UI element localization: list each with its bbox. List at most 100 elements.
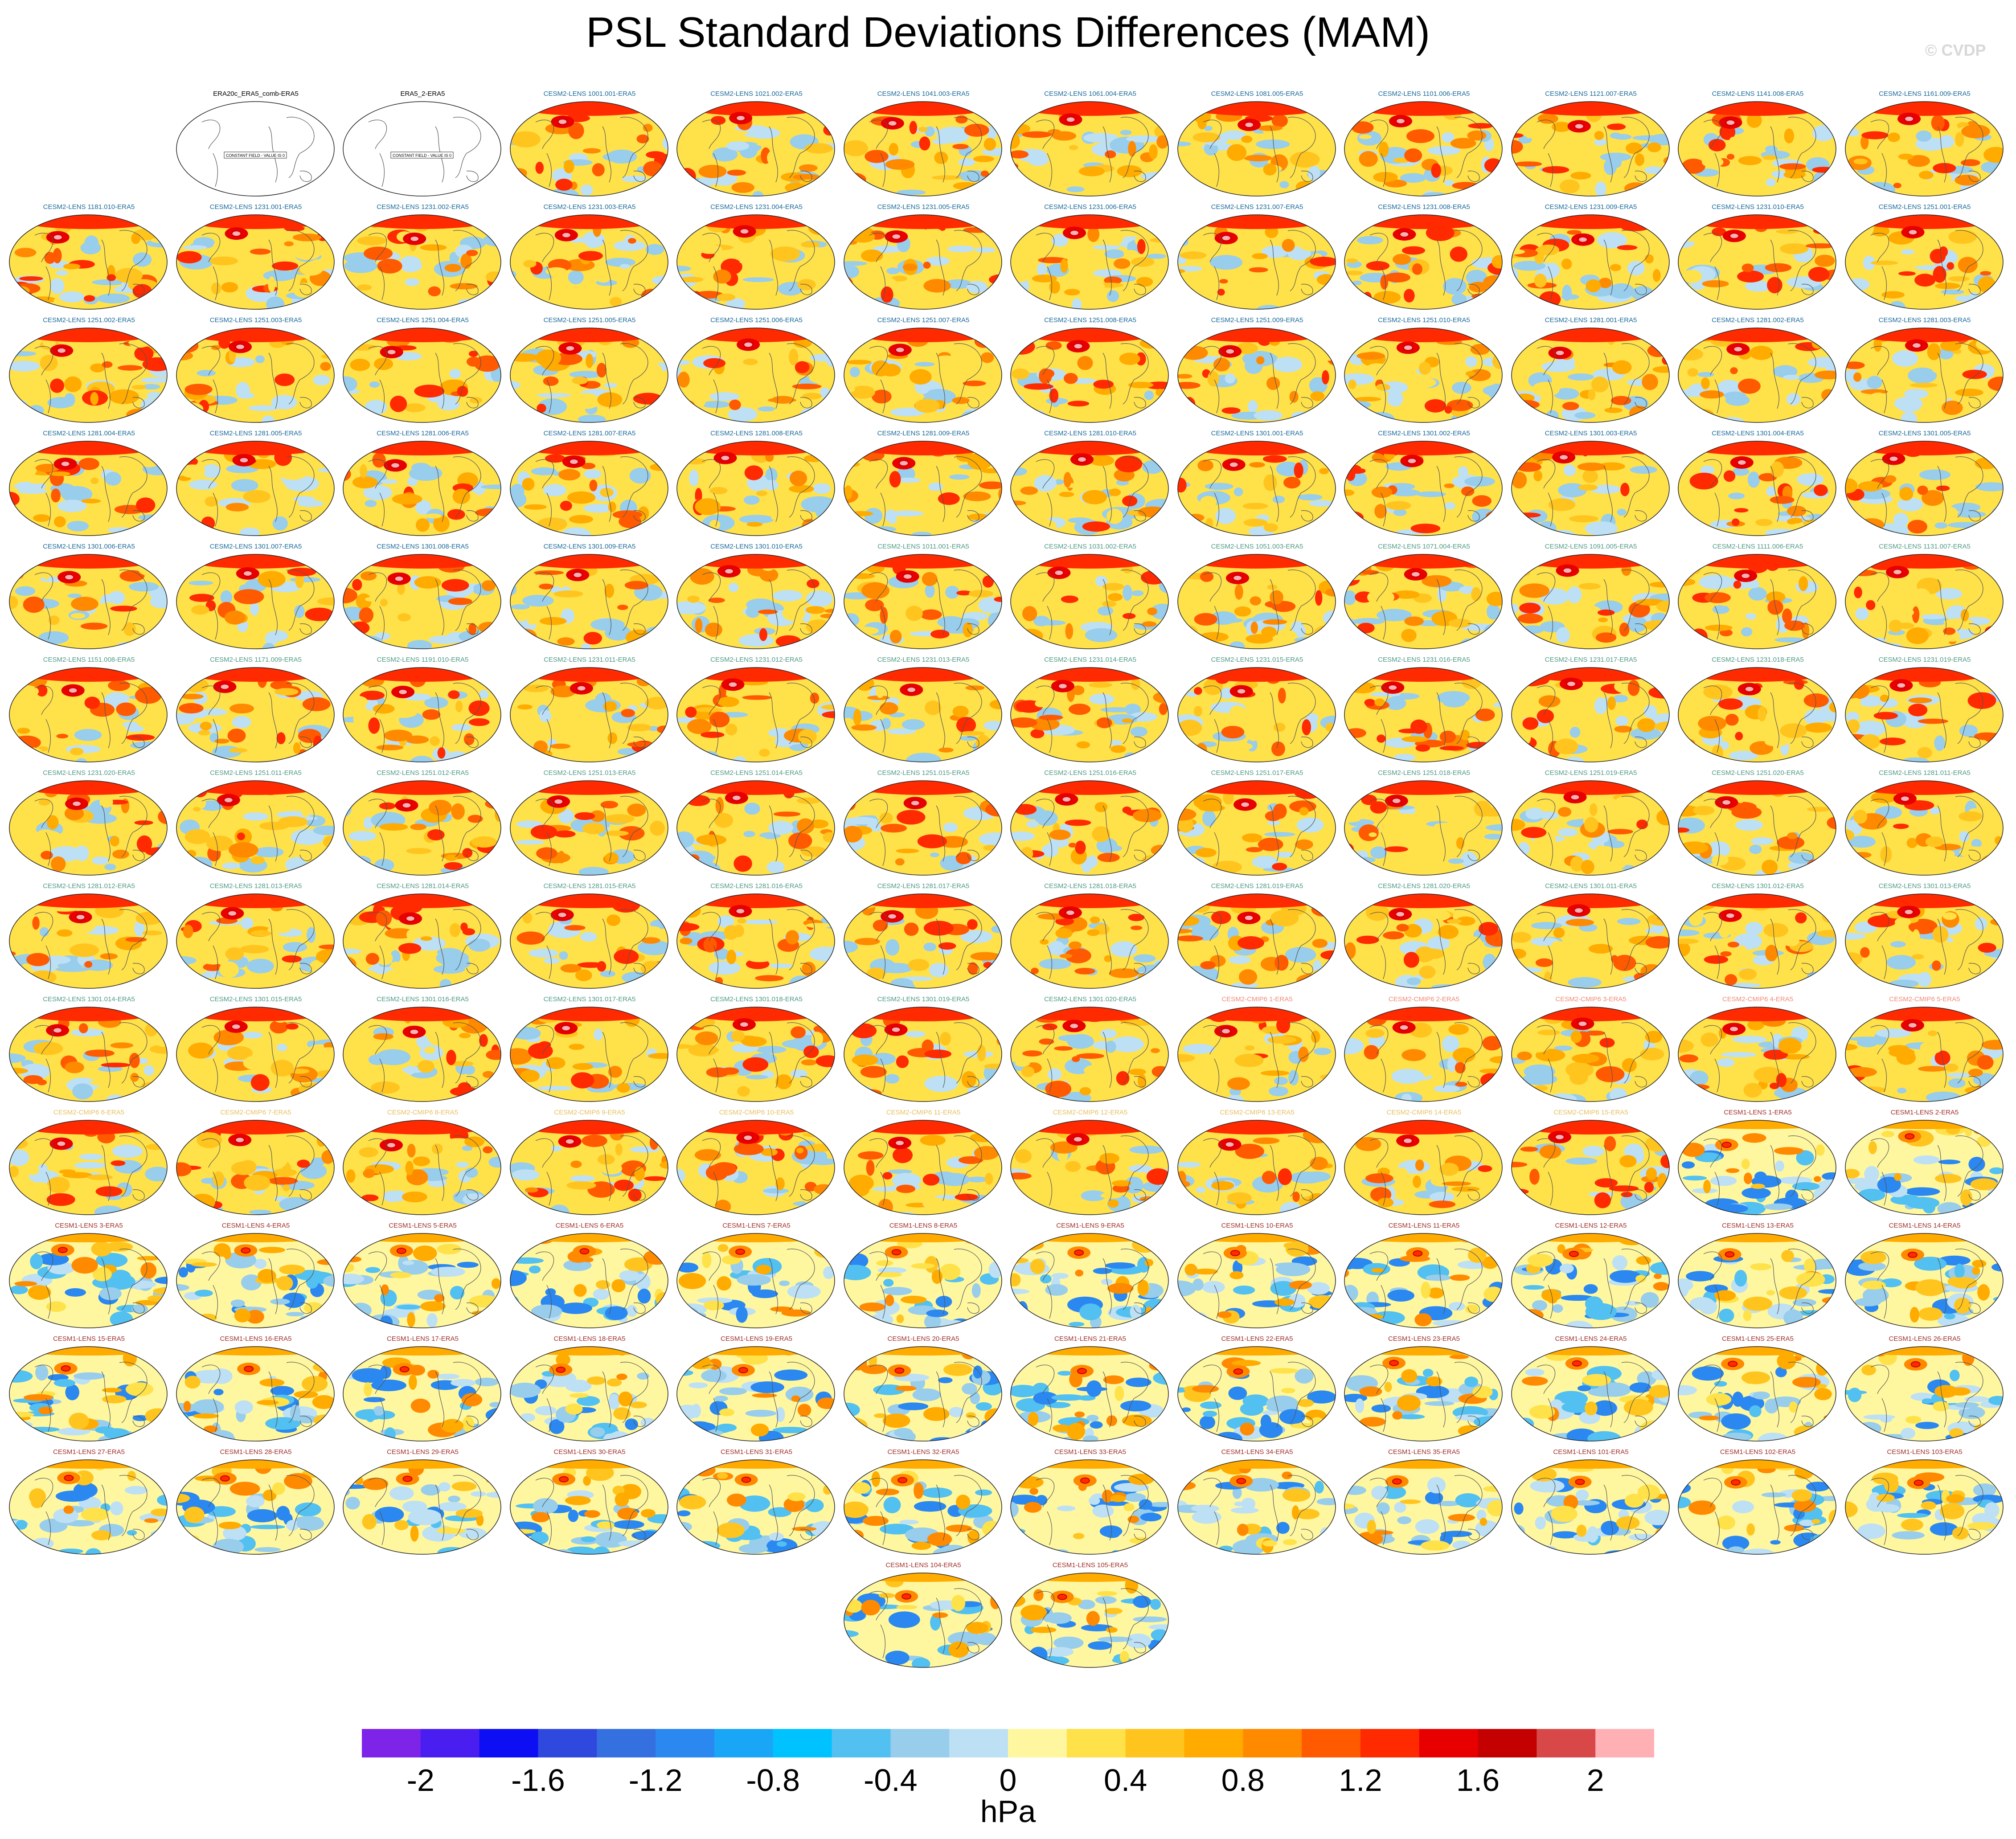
map-panel: CESM2-LENS 1281.011-ERA5 [1841,769,2008,881]
map-panel: CESM2-LENS 1281.014-ERA5 [339,882,506,994]
map-panel: CESM1-LENS 32-ERA5 [840,1448,1007,1560]
map-panel: CESM2-LENS 1281.012-ERA5 [5,882,172,994]
panel-title: CESM2-LENS 1301.012-ERA5 [1712,882,1804,890]
map-panel: CESM2-LENS 1301.013-ERA5 [1841,882,2008,994]
panel-title: CESM2-CMIP6 9-ERA5 [554,1109,625,1116]
map-panel: CESM2-LENS 1231.001-ERA5 [172,203,340,315]
panel-title: CESM2-LENS 1101.006-ERA5 [1378,90,1470,98]
map-panel: CESM1-LENS 104-ERA5 [840,1561,1007,1673]
panel-title: CESM2-LENS 1061.004-ERA5 [1044,90,1136,98]
globe-map [676,667,835,762]
globe-map [1511,1007,1670,1102]
panel-title: CESM2-LENS 1281.003-ERA5 [1878,316,1971,324]
map-panel: CESM2-LENS 1061.004-ERA5 [1007,90,1174,201]
globe-map [843,893,1002,989]
colorbar-swatch [1478,1729,1537,1757]
map-panel: CESM2-LENS 1021.002-ERA5 [673,90,840,201]
panel-title: CESM1-LENS 26-ERA5 [1889,1335,1961,1343]
panel-title: CESM2-LENS 1281.008-ERA5 [710,430,803,437]
panel-title: CESM2-LENS 1301.014-ERA5 [43,995,135,1003]
map-panel: CESM2-LENS 1181.010-ERA5 [5,203,172,315]
map-panel: CESM1-LENS 28-ERA5 [172,1448,340,1560]
panel-title: CESM2-LENS 1281.015-ERA5 [543,882,636,890]
panel-title: CESM2-LENS 1281.020-ERA5 [1378,882,1470,890]
map-panel: CESM1-LENS 16-ERA5 [172,1335,340,1446]
panel-title: CESM2-LENS 1021.002-ERA5 [710,90,803,98]
panel-title: CESM2-LENS 1281.001-ERA5 [1545,316,1637,324]
panel-title: CESM2-LENS 1131.007-ERA5 [1879,543,1971,550]
globe-map [509,780,668,876]
panel-title: CESM2-CMIP6 11-ERA5 [886,1109,961,1116]
panel-title: CESM1-LENS 34-ERA5 [1221,1448,1293,1456]
globe-map [1344,554,1503,649]
panel-title: CESM1-LENS 9-ERA5 [1056,1222,1124,1229]
globe-map [1844,893,2004,989]
panel-title: CESM2-LENS 1231.001-ERA5 [209,203,302,211]
globe-map [1844,441,2004,536]
map-panel: CESM2-LENS 1301.017-ERA5 [506,995,673,1107]
globe-map [343,893,501,989]
map-panel: CESM1-LENS 10-ERA5 [1174,1222,1341,1333]
panel-title: CESM2-LENS 1281.018-ERA5 [1044,882,1136,890]
panel-title: CESM1-LENS 10-ERA5 [1221,1222,1293,1229]
globe-map [1344,893,1503,989]
colorbar-tick-label: -0.4 [864,1763,918,1798]
globe-map [9,214,168,310]
map-panel: CESM1-LENS 18-ERA5 [506,1335,673,1446]
globe-map [843,328,1002,423]
panel-title: CESM2-LENS 1251.020-ERA5 [1712,769,1804,777]
map-panel: CESM2-LENS 1121.007-ERA5 [1508,90,1675,201]
panel-title: CESM2-LENS 1251.008-ERA5 [1044,316,1136,324]
globe-map [509,1459,668,1555]
map-panel: CESM1-LENS 35-ERA5 [1340,1448,1508,1560]
map-panel: CESM1-LENS 7-ERA5 [673,1222,840,1333]
panel-title: CESM2-LENS 1281.009-ERA5 [877,430,970,437]
globe-map [676,893,835,989]
map-panel: CESM2-LENS 1131.007-ERA5 [1841,543,2008,654]
map-panel: CESM2-LENS 1281.007-ERA5 [506,430,673,541]
globe-map [176,554,335,649]
globe-map [1344,1346,1503,1442]
map-panel: CESM1-LENS 2-ERA5 [1841,1109,2008,1220]
panel-title: CESM2-LENS 1281.002-ERA5 [1712,316,1804,324]
globe-map [1678,780,1836,876]
map-panel: CESM1-LENS 21-ERA5 [1007,1335,1174,1446]
globe-map [343,1007,501,1102]
map-panel: CESM2-LENS 1301.002-ERA5 [1340,430,1508,541]
panel-title: CESM2-CMIP6 1-ERA5 [1221,995,1293,1003]
map-panel: CESM2-LENS 1281.001-ERA5 [1508,316,1675,428]
map-panel: CESM2-LENS 1251.005-ERA5 [506,316,673,428]
colorbar-swatch [1595,1729,1654,1757]
panel-title: CESM2-LENS 1301.002-ERA5 [1378,430,1470,437]
globe-map [676,780,835,876]
globe-map [1010,780,1169,876]
panel-title: CESM2-LENS 1251.019-ERA5 [1545,769,1637,777]
panel-title: CESM2-LENS 1231.019-ERA5 [1878,656,1971,664]
panel-title: CESM2-LENS 1231.013-ERA5 [877,656,970,664]
globe-map [1844,554,2004,649]
globe-map [1844,214,2004,310]
globe-map [843,1007,1002,1102]
globe-map [1511,328,1670,423]
panel-title: CESM2-LENS 1301.020-ERA5 [1044,995,1136,1003]
globe-map [1678,1346,1836,1442]
panel-title: CESM2-LENS 1251.004-ERA5 [377,316,469,324]
map-panel: CESM2-LENS 1231.002-ERA5 [339,203,506,315]
globe-map [176,214,335,310]
globe-map [1678,1459,1836,1555]
panel-grid: ERA20c_ERA5_comb-ERA5 CONSTANT FIELD - VA… [5,90,2008,1673]
panel-title: CESM1-LENS 35-ERA5 [1388,1448,1460,1456]
colorbar-swatch [832,1729,891,1757]
panel-title: CESM2-LENS 1281.005-ERA5 [209,430,302,437]
panel-title: CESM2-CMIP6 3-ERA5 [1555,995,1627,1003]
map-panel: CESM2-LENS 1251.011-ERA5 [172,769,340,881]
colorbar-tick-label: 0.8 [1221,1763,1265,1798]
panel-title: CESM1-LENS 103-ERA5 [1887,1448,1963,1456]
globe-map [509,328,668,423]
panel-title: CESM2-LENS 1251.017-ERA5 [1211,769,1303,777]
panel-title: CESM2-LENS 1251.007-ERA5 [877,316,970,324]
map-panel: CESM2-LENS 1231.011-ERA5 [506,656,673,767]
map-panel: CESM2-LENS 1231.013-ERA5 [840,656,1007,767]
map-panel: CESM2-LENS 1141.008-ERA5 [1674,90,1841,201]
panel-title: CESM2-LENS 1251.011-ERA5 [210,769,302,777]
